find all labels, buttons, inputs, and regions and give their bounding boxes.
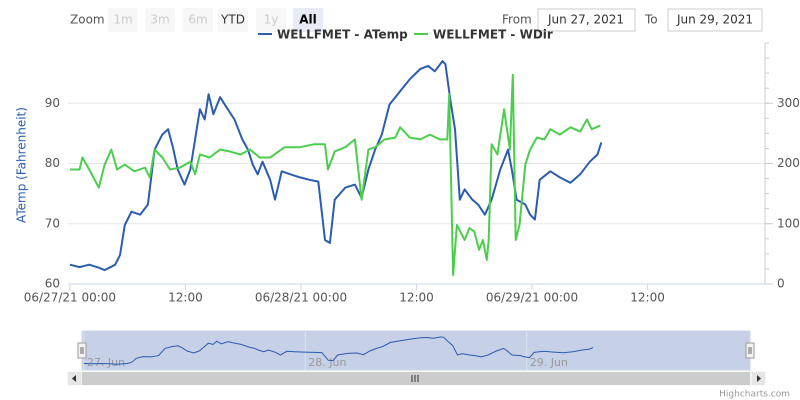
- navigator-tick-label: 27. Jun: [87, 356, 125, 369]
- zoom-label: Zoom: [70, 13, 105, 27]
- scrollbar-arrow: [72, 375, 76, 382]
- x-tick-label: 12:00: [630, 291, 665, 305]
- series-line: [69, 60, 603, 272]
- range-button[interactable]: [108, 8, 138, 32]
- to-input[interactable]: [667, 8, 763, 32]
- from-label: From: [502, 13, 532, 27]
- range-button[interactable]: [256, 8, 286, 32]
- range-button[interactable]: [218, 8, 248, 32]
- series-line: [69, 73, 601, 276]
- legend-label[interactable]: WELLFMET - ATemp: [277, 28, 408, 42]
- to-value[interactable]: Jun 29, 2021: [676, 13, 753, 27]
- from-input[interactable]: [537, 8, 636, 32]
- navigator-line: [83, 336, 594, 365]
- range-button[interactable]: [183, 8, 213, 32]
- legend-label[interactable]: WELLFMET - WDir: [433, 28, 553, 42]
- y2-tick-label: 0: [777, 277, 785, 291]
- navigator-handle[interactable]: [77, 342, 87, 359]
- y-axis-title: ATemp (Fahrenheit): [15, 107, 29, 223]
- navigator-mask: [81, 330, 751, 371]
- range-button-label[interactable]: 1m: [113, 13, 132, 27]
- range-button-label[interactable]: 6m: [188, 13, 207, 27]
- y2-tick-label: 300: [777, 96, 800, 110]
- y-tick-label: 70: [45, 216, 60, 230]
- range-button[interactable]: [145, 8, 175, 32]
- range-button-label[interactable]: 1y: [264, 13, 279, 27]
- range-button-label[interactable]: All: [299, 13, 317, 27]
- credits[interactable]: Highcharts.com: [719, 390, 790, 400]
- x-tick-label: 06/27/21 00:00: [24, 291, 116, 305]
- to-label: To: [644, 13, 658, 27]
- y2-tick-label: 200: [777, 156, 800, 170]
- from-value[interactable]: Jun 27, 2021: [547, 13, 624, 27]
- range-button-label[interactable]: YTD: [220, 13, 245, 27]
- x-tick-label: 12:00: [399, 291, 434, 305]
- navigator-tick-label: 29. Jun: [530, 356, 568, 369]
- y-tick-label: 80: [45, 156, 60, 170]
- navigator-handle[interactable]: [745, 342, 755, 359]
- y-tick-label: 90: [45, 96, 60, 110]
- y-tick-label: 60: [45, 277, 60, 291]
- range-button-label[interactable]: 3m: [150, 13, 169, 27]
- y2-tick-label: 100: [777, 216, 800, 230]
- navigator-tick-label: 28. Jun: [308, 356, 346, 369]
- x-tick-label: 12:00: [168, 291, 203, 305]
- range-button[interactable]: [293, 8, 323, 32]
- x-tick-label: 06/28/21 00:00: [255, 291, 347, 305]
- x-tick-label: 06/29/21 00:00: [486, 291, 578, 305]
- scrollbar-arrow: [757, 375, 761, 382]
- scrollbar-thumb[interactable]: [82, 372, 750, 385]
